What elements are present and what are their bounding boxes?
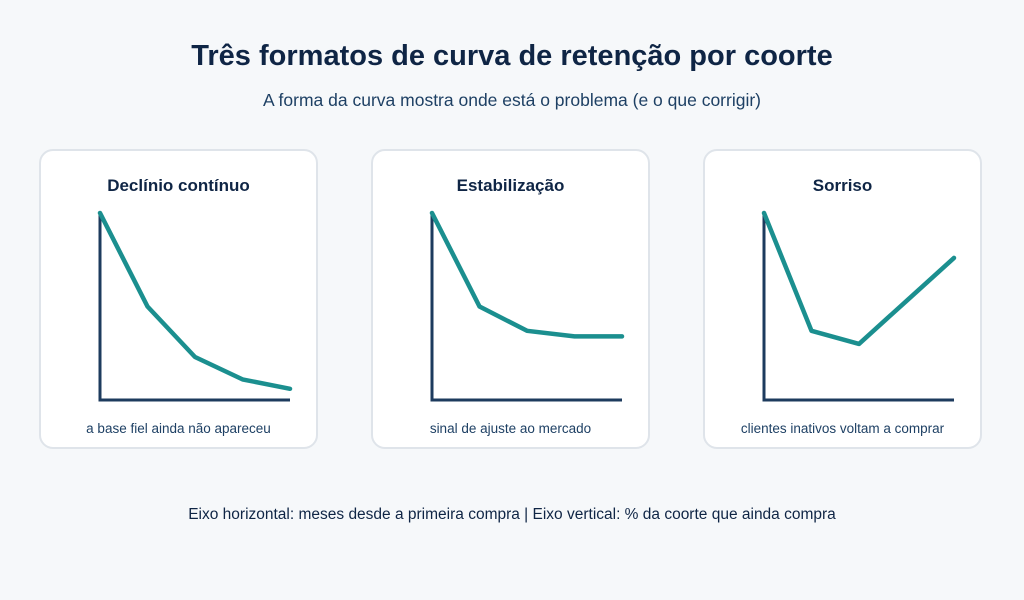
panel-estabilizacao: Estabilização sinal de ajuste ao mercado [371,149,650,449]
retention-plot [761,210,957,402]
panel-sorriso: Sorriso clientes inativos voltam a compr… [703,149,982,449]
panel-title: Sorriso [812,176,873,195]
axis-description: Eixo horizontal: meses desde a primeira … [188,506,836,523]
retention-plot [429,210,625,402]
panel-declinio-continuo: Declínio contínuo a base fiel ainda não … [39,149,318,449]
retention-plot [97,210,293,402]
chart-subtitle: A forma da curva mostra onde está o prob… [262,90,761,110]
retention-curve [761,210,957,347]
panel-caption: sinal de ajuste ao mercado [429,421,592,436]
panel-title: Declínio contínuo [107,176,250,195]
retention-curve [97,210,293,392]
panel-title: Estabilização [456,176,565,195]
chart-title: Três formatos de curva de retenção por c… [191,40,833,72]
panel-caption: a base fiel ainda não apareceu [86,421,271,436]
retention-curve [429,210,625,339]
panel-caption: clientes inativos voltam a comprar [740,421,945,436]
